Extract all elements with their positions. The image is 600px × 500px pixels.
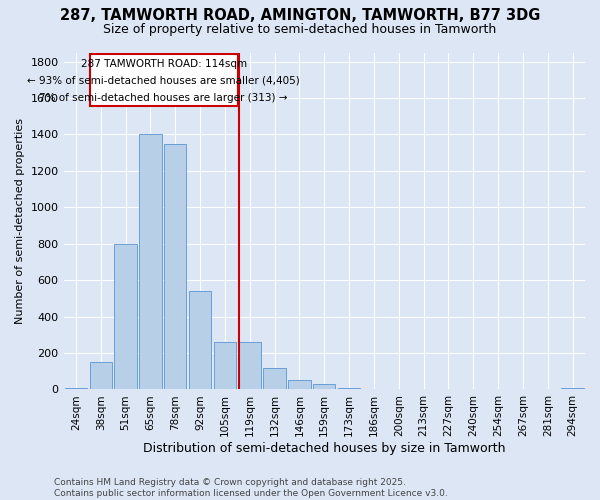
Bar (115, 244, 137, 390)
Bar (65, 388, 87, 390)
Text: 287 TAMWORTH ROAD: 114sqm: 287 TAMWORTH ROAD: 114sqm (80, 60, 247, 70)
Text: Size of property relative to semi-detached houses in Tamworth: Size of property relative to semi-detach… (103, 22, 497, 36)
Bar (189, 291, 211, 390)
Text: Contains HM Land Registry data © Crown copyright and database right 2025.
Contai: Contains HM Land Registry data © Crown c… (54, 478, 448, 498)
Text: ← 93% of semi-detached houses are smaller (4,405): ← 93% of semi-detached houses are smalle… (28, 76, 300, 86)
Bar (164, 144, 187, 390)
Bar (214, 342, 236, 390)
Text: 287, TAMWORTH ROAD, AMINGTON, TAMWORTH, B77 3DG: 287, TAMWORTH ROAD, AMINGTON, TAMWORTH, … (60, 8, 540, 22)
Y-axis label: Number of semi-detached properties: Number of semi-detached properties (15, 118, 25, 324)
Bar (562, 388, 584, 390)
FancyBboxPatch shape (89, 54, 238, 106)
Bar (239, 342, 261, 390)
Bar (313, 384, 335, 390)
Text: 7% of semi-detached houses are larger (313) →: 7% of semi-detached houses are larger (3… (40, 93, 288, 103)
Bar (288, 380, 311, 390)
Bar (263, 368, 286, 390)
Bar (139, 134, 161, 390)
X-axis label: Distribution of semi-detached houses by size in Tamworth: Distribution of semi-detached houses by … (143, 442, 506, 455)
Bar (412, 388, 435, 390)
Bar (89, 362, 112, 390)
Bar (338, 388, 360, 390)
